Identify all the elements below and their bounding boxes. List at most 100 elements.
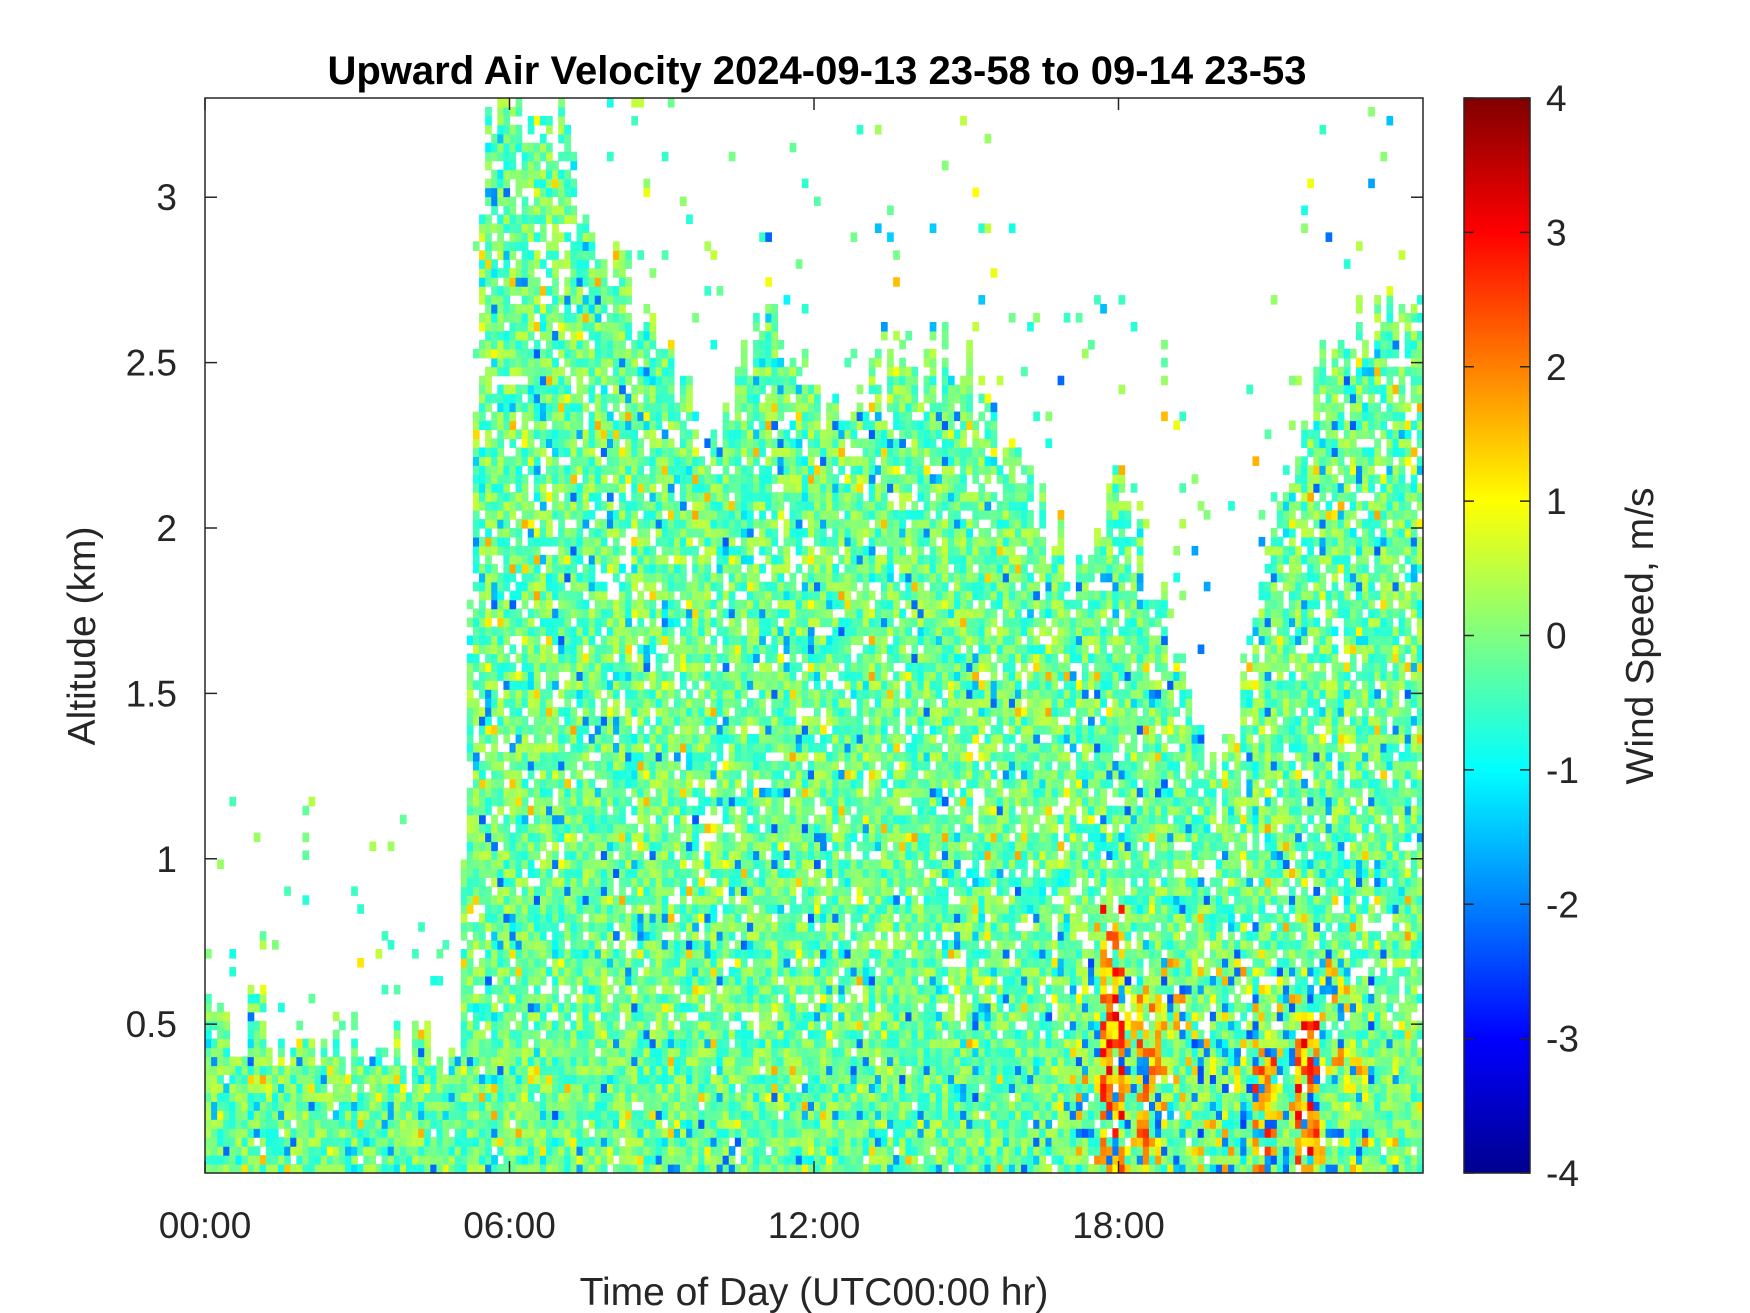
heatmap-cell	[570, 832, 578, 843]
heatmap-cell	[673, 877, 681, 887]
heatmap-cell	[594, 787, 602, 798]
heatmap-cell	[698, 707, 705, 717]
heatmap-cell	[619, 259, 626, 269]
heatmap-cell	[692, 877, 699, 887]
heatmap-cell	[570, 1110, 578, 1120]
heatmap-cell	[558, 1101, 565, 1111]
heatmap-cell	[734, 447, 742, 457]
heatmap-cell	[521, 295, 529, 305]
heatmap-cell	[625, 429, 632, 440]
heatmap-cell	[393, 1047, 401, 1058]
heatmap-cell	[734, 850, 742, 861]
heatmap-cell	[643, 1074, 651, 1085]
heatmap-cell	[680, 958, 687, 968]
heatmap-cell	[527, 178, 535, 189]
heatmap-cell	[600, 769, 608, 780]
heatmap-cell	[740, 1092, 748, 1102]
heatmap-cell	[619, 949, 626, 959]
heatmap-cell	[753, 1092, 760, 1102]
heatmap-cell	[393, 1092, 401, 1102]
heatmap-cell	[619, 1029, 626, 1040]
heatmap-cell	[271, 1137, 279, 1147]
heatmap-cell	[430, 1092, 438, 1102]
heatmap-cell	[558, 796, 565, 807]
heatmap-cell	[600, 268, 608, 278]
heatmap-cell	[558, 617, 565, 628]
heatmap-cell	[442, 1074, 450, 1085]
heatmap-cell	[637, 250, 645, 260]
heatmap-cell	[326, 1065, 334, 1076]
heatmap-cell	[637, 590, 645, 601]
heatmap-cell	[588, 1092, 596, 1102]
heatmap-cell	[546, 590, 553, 601]
heatmap-cell	[643, 474, 651, 484]
heatmap-cell	[734, 984, 742, 995]
heatmap-cell	[552, 178, 559, 189]
heatmap-cell	[503, 877, 511, 887]
heatmap-cell	[582, 1128, 590, 1138]
heatmap-cell	[600, 716, 608, 726]
heatmap-cell	[728, 913, 736, 923]
heatmap-cell	[747, 662, 754, 672]
heatmap-cell	[667, 671, 675, 681]
heatmap-cell	[667, 581, 675, 592]
heatmap-cell	[497, 366, 505, 377]
heatmap-cell	[247, 1065, 255, 1076]
heatmap-cell	[667, 725, 675, 735]
heatmap-cell	[491, 151, 498, 162]
heatmap-cell	[643, 671, 651, 681]
heatmap-cell	[600, 671, 608, 681]
heatmap-cell	[405, 1137, 413, 1147]
heatmap-cell	[728, 787, 736, 798]
heatmap-cell	[680, 1146, 687, 1156]
heatmap-cell	[722, 510, 730, 520]
heatmap-cell	[503, 617, 511, 628]
heatmap-cell	[436, 1083, 444, 1093]
heatmap-cell	[539, 1020, 547, 1031]
heatmap-cell	[582, 357, 590, 368]
heatmap-cell	[631, 913, 638, 923]
heatmap-cell	[558, 501, 565, 511]
heatmap-cell	[491, 1011, 498, 1022]
heatmap-cell	[576, 1002, 584, 1013]
heatmap-cell	[710, 707, 718, 717]
heatmap-cell	[491, 707, 498, 717]
heatmap-cell	[759, 1092, 766, 1102]
heatmap-cell	[722, 528, 730, 538]
heatmap-cell	[369, 841, 377, 852]
heatmap-cell	[747, 984, 754, 995]
heatmap-cell	[558, 599, 565, 610]
heatmap-cell	[722, 680, 730, 690]
heatmap-cell	[661, 536, 669, 547]
heatmap-cell	[747, 1002, 754, 1013]
heatmap-cell	[527, 1056, 535, 1067]
heatmap-cell	[734, 778, 742, 789]
heatmap-cell	[515, 1110, 523, 1120]
heatmap-cell	[637, 366, 645, 377]
heatmap-cell	[558, 1002, 565, 1013]
heatmap-cell	[570, 438, 578, 448]
heatmap-cell	[223, 1029, 230, 1040]
heatmap-cell	[631, 393, 638, 404]
heatmap-cell	[698, 1047, 705, 1058]
heatmap-cell	[673, 465, 681, 475]
heatmap-cell	[631, 492, 638, 502]
heatmap-cell	[631, 922, 638, 932]
heatmap-cell	[363, 1101, 371, 1111]
heatmap-cell	[479, 232, 486, 242]
heatmap-cell	[747, 850, 754, 861]
heatmap-cell	[667, 402, 675, 413]
heatmap-cell	[521, 366, 529, 377]
heatmap-cell	[631, 689, 638, 699]
heatmap-cell	[753, 375, 760, 386]
heatmap-cell	[491, 420, 498, 431]
heatmap-cell	[698, 984, 705, 995]
heatmap-cell	[491, 1002, 498, 1013]
heatmap-cell	[369, 1056, 377, 1067]
heatmap-cell	[643, 922, 651, 932]
heatmap-cell	[637, 1038, 645, 1049]
heatmap-cell	[655, 1083, 663, 1093]
heatmap-cell	[686, 913, 693, 923]
heatmap-cell	[613, 1164, 620, 1174]
heatmap-cell	[722, 778, 730, 789]
